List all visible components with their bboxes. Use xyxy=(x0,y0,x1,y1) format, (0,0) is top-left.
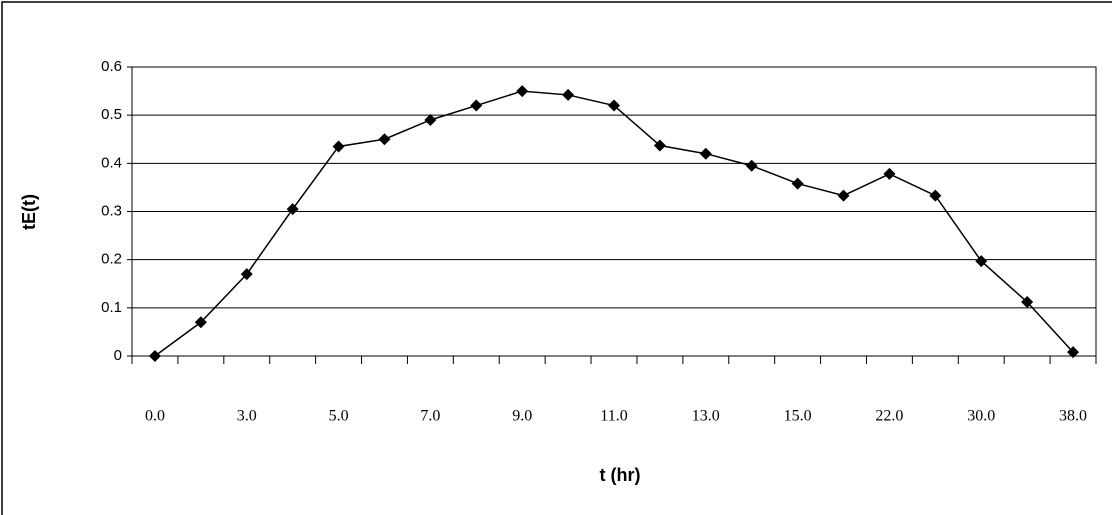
x-tick-label: 7.0 xyxy=(420,408,440,425)
data-line xyxy=(155,91,1073,356)
y-axis-title: tE(t) xyxy=(19,194,39,230)
data-marker xyxy=(746,160,758,172)
data-marker xyxy=(700,148,712,160)
x-tick-label: 30.0 xyxy=(967,408,995,425)
data-marker xyxy=(424,114,436,126)
x-tick-label: 0.0 xyxy=(145,408,165,425)
data-marker xyxy=(562,89,574,101)
data-marker xyxy=(149,350,161,362)
x-tick-label: 15.0 xyxy=(784,408,812,425)
y-tick-label: 0.3 xyxy=(101,202,122,219)
data-marker xyxy=(883,168,895,180)
y-tick-label: 0.6 xyxy=(101,58,122,75)
x-tick-label: 3.0 xyxy=(237,408,257,425)
x-tick-label: 9.0 xyxy=(512,408,532,425)
data-marker xyxy=(378,133,390,145)
data-marker xyxy=(929,190,941,202)
x-tick-label: 11.0 xyxy=(600,408,627,425)
y-tick-label: 0.1 xyxy=(101,299,122,316)
x-tick-label: 22.0 xyxy=(875,408,903,425)
chart: t (hr) tE(t) 0 0.1 0.2 0.3 0.4 0.5 0.6 0.0 3.0 5.… xyxy=(0,0,1112,515)
data-marker xyxy=(333,140,345,152)
y-tick-label: 0.5 xyxy=(101,106,122,123)
x-tick-label: 5.0 xyxy=(329,408,349,425)
chart-frame xyxy=(2,2,1112,515)
y-tick-label: 0 xyxy=(114,347,122,364)
data-marker xyxy=(470,100,482,112)
x-tick-label: 13.0 xyxy=(692,408,720,425)
data-marker xyxy=(516,85,528,97)
x-axis-title: t (hr) xyxy=(600,465,641,485)
data-marker xyxy=(287,203,299,215)
data-marker xyxy=(792,178,804,190)
y-tick-label: 0.4 xyxy=(101,154,122,171)
x-tick-label: 38.0 xyxy=(1059,408,1087,425)
y-tick-label: 0.2 xyxy=(101,251,122,268)
data-marker xyxy=(838,190,850,202)
